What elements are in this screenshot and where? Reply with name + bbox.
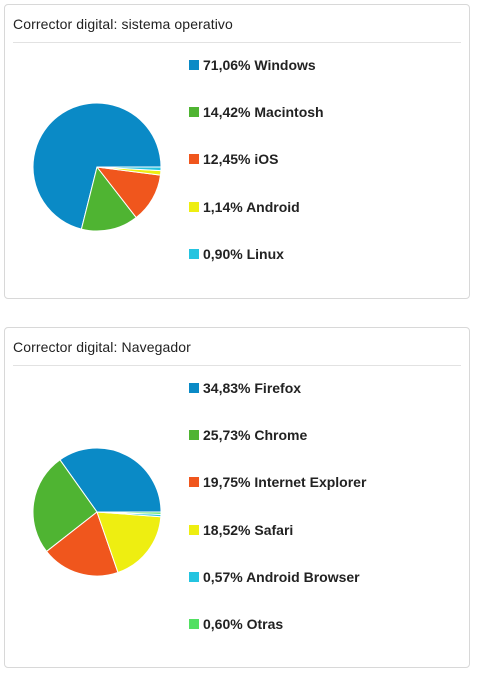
os-slice-windows (32, 102, 162, 230)
browser-legend-label-chrome: 25,73% Chrome (203, 427, 308, 444)
browser-legend-label-otras: 0,60% Otras (203, 616, 284, 632)
os-slice-macintosh (80, 166, 137, 232)
browser-legend-swatch-firefox (189, 383, 199, 393)
os-legend-swatch-ios (189, 154, 199, 165)
browser-legend-item-otras: 0,60% Otras (189, 616, 283, 632)
browser-pie-chart (32, 447, 162, 577)
browser-legend-item-safari: 18,52% Safari (189, 522, 293, 538)
os-legend-label-macintosh: 14,42% Macintosh (203, 104, 324, 121)
os-legend-label-android: 1,14% Android (203, 198, 300, 215)
browser-slice-otras (96, 511, 162, 515)
os-legend-item-android: 1,14% Android (189, 199, 300, 215)
browser-legend-item-firefox: 34,83% Firefox (189, 380, 301, 396)
os-legend-swatch-linux (189, 248, 199, 259)
browser-legend-label-android-browser: 0,57% Android Browser (203, 568, 360, 585)
os-legend-label-linux: 0,90% Linux (203, 245, 284, 262)
os-legend-label-ios: 12,45% iOS (203, 151, 279, 168)
browser-slice-firefox (59, 447, 162, 513)
browser-legend-item-internet-explorer: 19,75% Internet Explorer (189, 474, 366, 490)
os-chart-panel: Corrector digital: sistema operativo 71,… (4, 4, 470, 299)
os-title-divider (13, 42, 461, 43)
browser-slice-chrome (32, 459, 98, 552)
os-legend-swatch-macintosh (189, 107, 199, 118)
os-legend-swatch-windows (189, 60, 199, 70)
os-legend-item-windows: 71,06% Windows (189, 57, 316, 73)
os-legend-swatch-android (189, 201, 199, 212)
browser-title-divider (13, 365, 461, 366)
browser-legend-swatch-android-browser (189, 571, 199, 582)
os-legend-item-linux: 0,90% Linux (189, 246, 284, 262)
os-chart-title: Corrector digital: sistema operativo (13, 16, 233, 32)
browser-legend-swatch-safari (189, 524, 199, 535)
os-legend-label-windows: 71,06% Windows (203, 57, 316, 73)
browser-legend-swatch-internet-explorer (189, 477, 199, 488)
browser-slice-internet-explorer (46, 511, 119, 577)
browser-slice-safari (96, 511, 162, 573)
os-legend-item-macintosh: 14,42% Macintosh (189, 104, 324, 120)
browser-chart-panel: Corrector digital: Navegador 34,83% Fire… (4, 327, 470, 668)
browser-legend-item-android-browser: 0,57% Android Browser (189, 569, 360, 585)
os-pie-chart (32, 102, 162, 232)
browser-legend-label-safari: 18,52% Safari (203, 521, 294, 538)
browser-legend-swatch-otras (189, 619, 199, 629)
browser-legend-swatch-chrome (189, 430, 199, 441)
browser-chart-title: Corrector digital: Navegador (13, 339, 191, 355)
browser-legend-item-chrome: 25,73% Chrome (189, 427, 307, 443)
os-slice-linux (96, 166, 162, 172)
os-legend-item-ios: 12,45% iOS (189, 151, 279, 167)
browser-legend-label-firefox: 34,83% Firefox (203, 380, 302, 396)
browser-legend-label-internet-explorer: 19,75% Internet Explorer (203, 474, 367, 491)
